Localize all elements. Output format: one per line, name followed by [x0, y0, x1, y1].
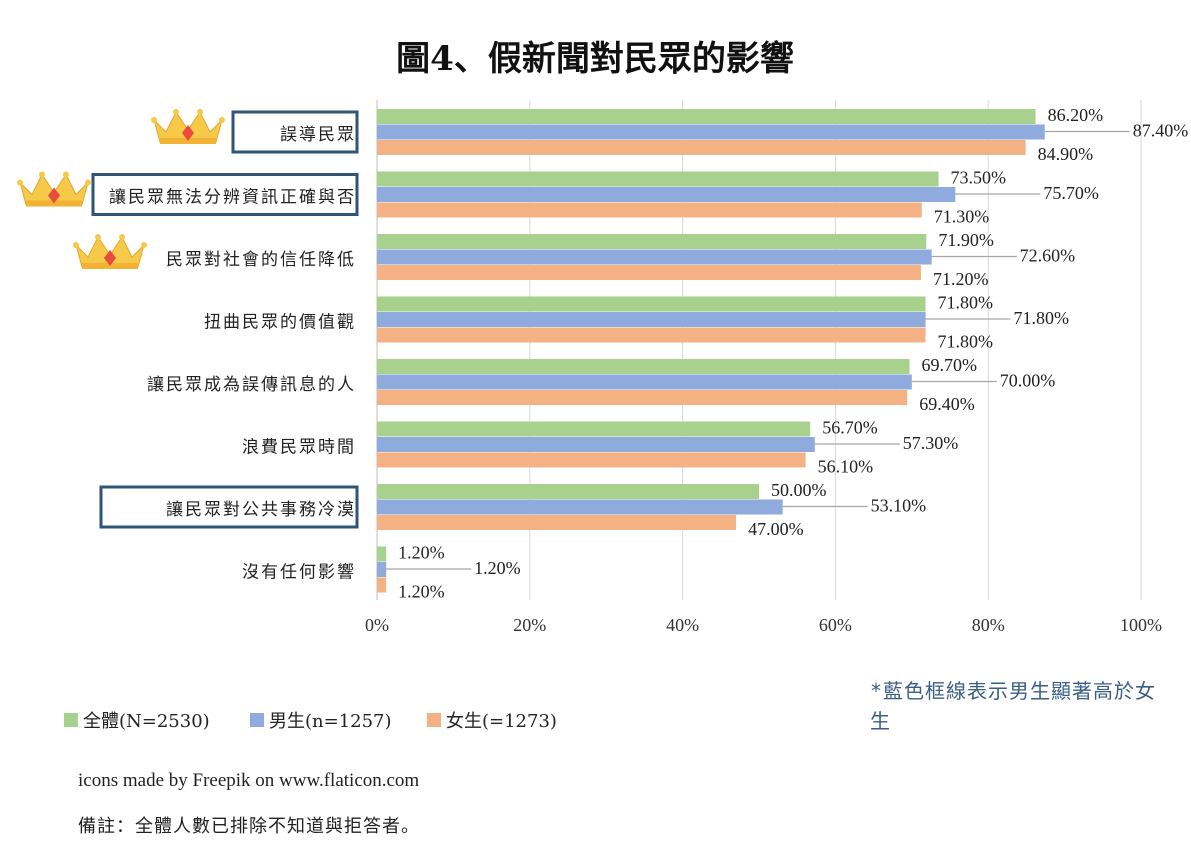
crown-tip [197, 109, 203, 115]
legend-label: 女生(=1273) [446, 711, 557, 732]
crown-tip [95, 234, 101, 240]
bar-total [377, 109, 1036, 124]
bar-female [377, 390, 908, 405]
data-label: 47.00% [748, 519, 804, 539]
legend-swatch [64, 713, 78, 727]
crown-tip [141, 242, 147, 248]
x-tick-label: 80% [972, 615, 1005, 635]
bar-male [377, 312, 926, 327]
legend-swatch [250, 713, 264, 727]
crown-gem [48, 187, 60, 204]
bar-male [377, 499, 783, 515]
crown-tip [219, 117, 225, 123]
data-label: 71.30% [934, 207, 990, 227]
bar-female [377, 327, 926, 343]
category-label: 沒有任何影響 [242, 563, 356, 583]
bar-female [377, 515, 737, 530]
crown-tip [173, 109, 179, 115]
data-label: 71.80% [938, 332, 994, 352]
bar-female [377, 202, 922, 218]
data-label: 69.40% [919, 394, 975, 414]
data-label: 73.50% [951, 168, 1007, 188]
legend-swatch [427, 713, 441, 727]
x-tick-label: 20% [513, 615, 546, 635]
category-label: 讓民眾無法分辨資訊正確與否 [109, 187, 356, 208]
legend-label: 男生(n=1257) [269, 711, 392, 732]
data-label: 71.90% [938, 230, 994, 250]
category-label: 讓民眾成為誤傳訊息的人 [147, 374, 356, 395]
chart-title: 圖4、假新聞對民眾的影響 [396, 39, 794, 79]
data-label: 57.30% [903, 433, 959, 453]
x-tick-label: 100% [1120, 615, 1162, 635]
data-label: 56.10% [818, 457, 874, 477]
bar-total [377, 171, 939, 187]
category-label: 讓民眾對公共事務冷漠 [166, 499, 356, 520]
crown-icon [17, 171, 91, 207]
data-label: 1.20% [398, 543, 445, 563]
data-label: 50.00% [771, 480, 827, 500]
data-label: 71.80% [938, 293, 994, 313]
data-label: 69.70% [922, 355, 978, 375]
data-label: 1.20% [398, 582, 445, 602]
bar-male [377, 187, 956, 202]
bar-female [377, 452, 806, 468]
data-label: 56.70% [822, 418, 878, 438]
bar-total [377, 296, 926, 312]
icon-credit: icons made by Freepik on www.flaticon.co… [78, 770, 420, 791]
bar-total [377, 421, 811, 437]
data-label: 1.20% [474, 558, 520, 578]
crown-gem [182, 125, 194, 141]
crown-gem [104, 250, 116, 266]
significance-box [99, 485, 359, 529]
bar-male [377, 249, 932, 265]
category-label: 民眾對社會的信任降低 [166, 250, 356, 270]
crown-tip [63, 171, 69, 178]
bar-male [377, 124, 1045, 140]
crown-tip [17, 179, 23, 186]
bar-male [377, 562, 387, 577]
crown-tip [85, 179, 91, 186]
data-label: 87.40% [1133, 121, 1189, 141]
significance-box [231, 110, 359, 154]
bar-male [377, 437, 815, 452]
data-label: 75.70% [1043, 183, 1099, 203]
x-tick-label: 0% [365, 615, 389, 635]
data-label: 72.60% [1020, 246, 1076, 266]
crown-tip [119, 234, 125, 240]
legend-label: 全體(N=2530) [83, 711, 210, 732]
bar-female [377, 265, 921, 280]
category-label: 浪費民眾時間 [242, 438, 356, 458]
highlight-note: *藍色框線表示男生顯著高於女生 [870, 679, 1157, 733]
data-label: 71.80% [1014, 308, 1070, 328]
significance-box [91, 173, 359, 216]
crown-tip [39, 171, 45, 178]
bar-female [377, 140, 1026, 155]
data-label: 53.10% [871, 496, 927, 516]
crown-tip [73, 242, 79, 248]
data-label: 70.00% [1000, 371, 1056, 391]
bar-total [377, 234, 927, 249]
x-tick-label: 40% [666, 615, 699, 635]
category-label: 誤導民眾 [280, 125, 356, 145]
remark-note: 備註：全體人數已排除不知道與拒答者。 [78, 816, 420, 837]
bar-total [377, 484, 759, 499]
category-label: 扭曲民眾的價值觀 [204, 313, 356, 333]
x-tick-label: 60% [819, 615, 852, 635]
bar-total [377, 359, 910, 374]
data-label: 84.90% [1038, 144, 1094, 164]
bar-male [377, 374, 912, 390]
crown-icon [151, 109, 225, 144]
bar-total [377, 546, 387, 562]
data-label: 86.20% [1048, 105, 1104, 125]
bar-female [377, 577, 387, 593]
crown-icon [73, 234, 147, 269]
data-label: 71.20% [933, 269, 989, 289]
crown-tip [151, 117, 157, 123]
